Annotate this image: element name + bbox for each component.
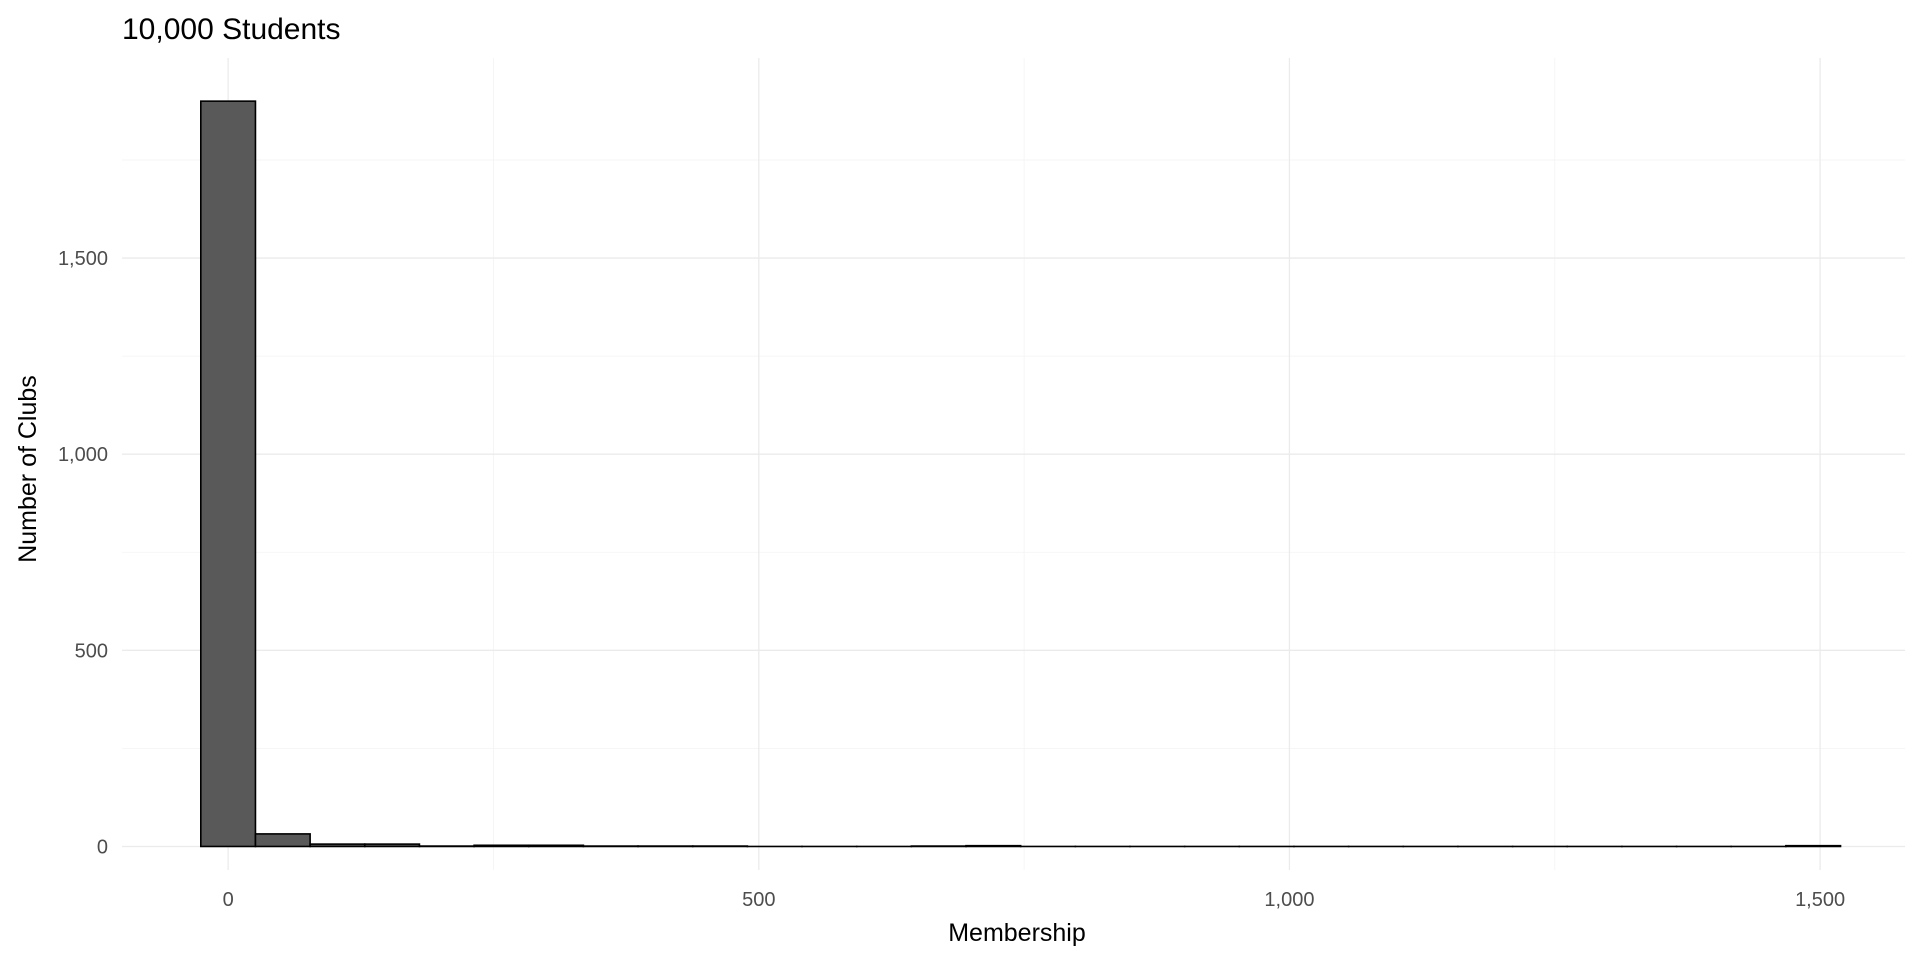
histogram-bar	[1785, 844, 1842, 848]
x-tick-label: 1,500	[1795, 889, 1845, 911]
bar-layer	[200, 100, 1842, 848]
histogram-bar	[473, 844, 530, 848]
histogram-bar	[527, 844, 585, 848]
histogram-bar	[200, 100, 257, 848]
x-tick-label: 0	[223, 889, 234, 911]
chart-title: 10,000 Students	[122, 13, 341, 46]
y-tick-labels: 0 500 1,000 1,500	[58, 248, 108, 858]
grid-layer	[122, 58, 1905, 870]
histogram-bar	[363, 843, 421, 848]
x-tick-label: 1,000	[1264, 889, 1314, 911]
y-tick-label: 1,500	[58, 248, 108, 270]
y-tick-label: 0	[97, 836, 108, 858]
x-tick-label: 500	[742, 889, 775, 911]
histogram-bar	[309, 843, 366, 848]
histogram-bar	[254, 833, 311, 848]
x-tick-labels: 0 500 1,000 1,500	[223, 889, 1846, 911]
x-axis-title: Membership	[948, 919, 1086, 947]
y-axis-title: Number of Clubs	[14, 375, 42, 563]
y-tick-label: 500	[75, 640, 108, 662]
histogram-bar	[965, 844, 1022, 848]
y-tick-label: 1,000	[58, 444, 108, 466]
